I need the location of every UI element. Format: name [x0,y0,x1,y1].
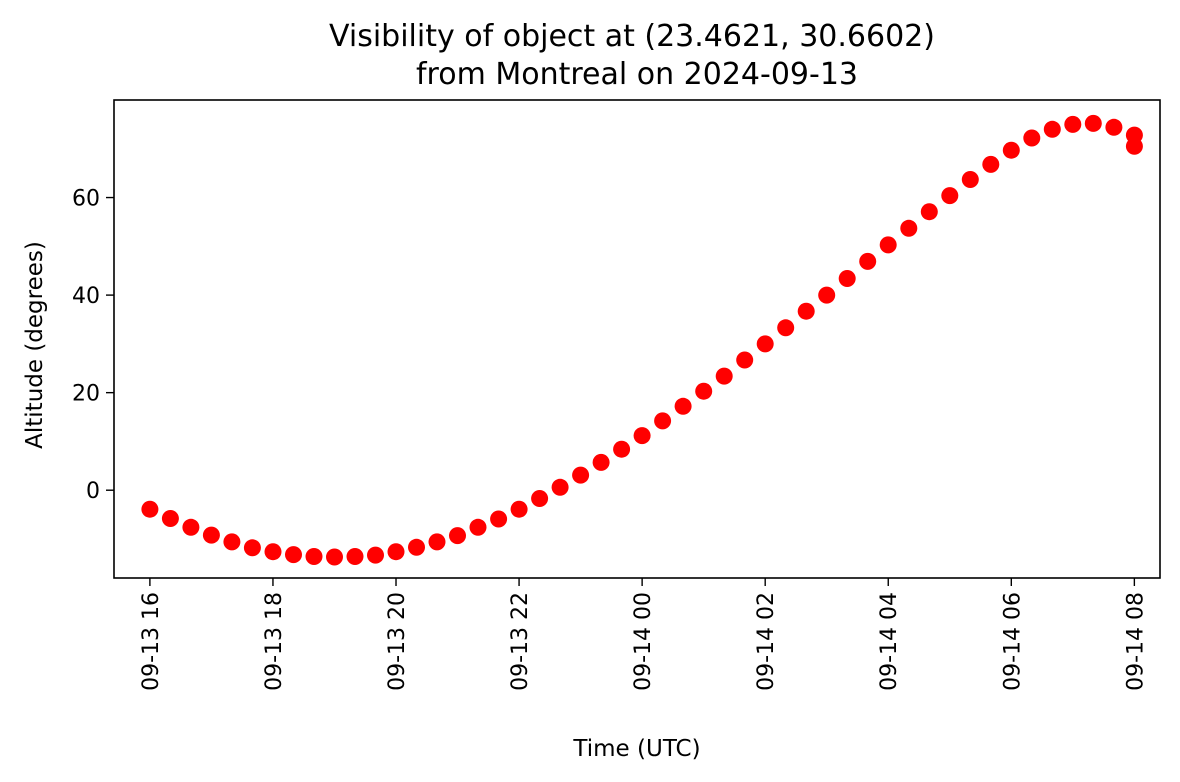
data-point [859,252,877,270]
plot-area-frame [113,99,1161,579]
data-point [715,367,733,385]
data-point [1125,137,1143,155]
data-point [961,171,979,188]
data-point [285,546,302,564]
y-axis-label: Altitude (degrees) [22,241,48,449]
data-point [982,155,1000,173]
data-point [161,510,179,527]
data-point [326,548,343,566]
data-point [1064,115,1082,133]
data-point [264,543,282,561]
chart-title-line2: from Montreal on 2024-09-13 [416,57,858,92]
data-point [941,187,959,205]
data-point [797,302,815,320]
data-point [490,510,508,528]
x-axis-label: Time (UTC) [572,736,700,762]
x-tick-label: 09-14 02 [754,592,779,691]
x-tick-label: 09-13 18 [262,592,287,691]
data-point [736,351,754,369]
x-axis-ticks: 09-13 16 09-13 18 09-13 20 09-13 22 09-14 00… [139,578,1148,691]
data-point [1084,114,1102,132]
data-point [879,236,897,254]
data-point [510,500,528,518]
data-points [141,114,1143,566]
data-point [838,270,856,287]
data-point [654,412,672,430]
data-point [1023,129,1041,147]
data-point [531,490,549,507]
x-tick-label: 09-14 00 [631,592,656,691]
data-point [674,397,692,415]
y-tick-label: 60 [72,187,100,212]
x-tick-label: 09-13 20 [385,592,410,691]
data-point [777,319,795,337]
data-point [551,478,569,496]
data-point [1105,118,1123,136]
data-point [387,543,405,561]
x-tick-label: 09-14 04 [877,592,902,691]
data-point [469,518,487,536]
data-point [920,203,938,221]
y-axis-ticks: 0 20 40 60 [72,187,114,504]
data-point [243,539,261,557]
data-point [141,500,159,518]
data-point [202,526,220,544]
chart-title-line1: Visibility of object at (23.4621, 30.660… [329,19,935,54]
y-tick-label: 20 [72,382,100,407]
x-tick-label: 09-13 16 [139,592,164,691]
data-point [346,548,364,565]
data-point [633,427,651,445]
data-point [408,538,425,556]
data-point [428,533,446,551]
data-point [900,219,918,237]
x-tick-label: 09-13 22 [508,592,533,691]
data-point [223,533,241,551]
data-point [572,466,590,484]
data-point [756,335,774,353]
data-point [818,286,836,304]
data-point [592,453,610,471]
data-point [613,440,631,458]
data-point [1002,141,1020,159]
data-point [367,546,384,564]
x-tick-label: 09-14 08 [1123,592,1148,691]
data-point [1043,120,1061,138]
y-tick-label: 40 [72,284,100,309]
x-tick-label: 09-14 06 [1000,592,1025,691]
data-point [305,548,323,565]
data-point [695,382,713,400]
y-tick-label: 0 [86,479,100,504]
data-point [182,518,200,536]
data-point [449,527,466,545]
